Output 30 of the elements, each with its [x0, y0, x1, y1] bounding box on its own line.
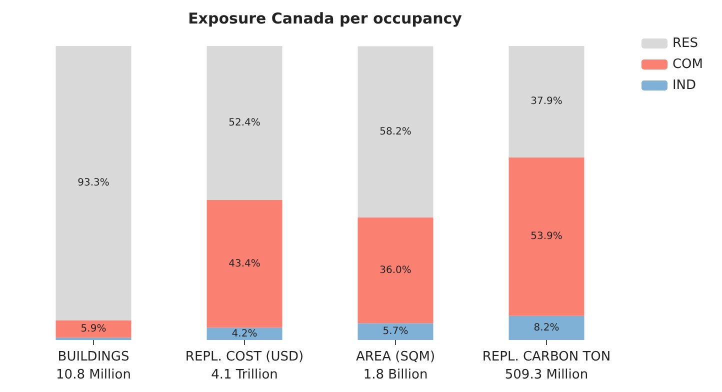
data-label: 36.0%: [380, 264, 412, 276]
bar: [56, 320, 132, 338]
legend-label: IND: [672, 78, 696, 93]
bar: [508, 316, 584, 340]
legend-label: RES: [672, 36, 698, 51]
x-tick-label: AREA (SQM) 1.8 Billion: [356, 350, 436, 382]
bar: [206, 328, 282, 340]
data-label: 8.2%: [534, 322, 560, 334]
data-label: 93.3%: [78, 178, 110, 189]
data-label: 58.2%: [380, 126, 412, 138]
bar: [206, 200, 282, 328]
data-label: 53.9%: [530, 231, 562, 242]
data-label: 43.4%: [228, 258, 260, 270]
bar: [358, 217, 434, 324]
x-tick-label: REPL. COST (USD) 4.1 Trillion: [185, 350, 304, 382]
data-label: 52.4%: [228, 118, 260, 129]
x-tick-label: BUILDINGS 10.8 Million: [56, 350, 131, 382]
legend-label: COM: [672, 57, 704, 72]
bar: [206, 46, 282, 200]
bar: [508, 46, 584, 158]
data-label: 5.9%: [80, 323, 106, 334]
bar: [358, 46, 434, 218]
bar: [56, 46, 132, 320]
bar: [508, 157, 584, 316]
data-label: 5.7%: [382, 326, 408, 338]
chart-title: Exposure Canada per occupancy: [188, 10, 462, 28]
x-tick-label: REPL. CARBON TON 509.3 Million: [482, 350, 611, 382]
data-label: 4.2%: [232, 328, 258, 340]
data-label: 37.9%: [530, 96, 562, 108]
bar: [358, 323, 434, 340]
